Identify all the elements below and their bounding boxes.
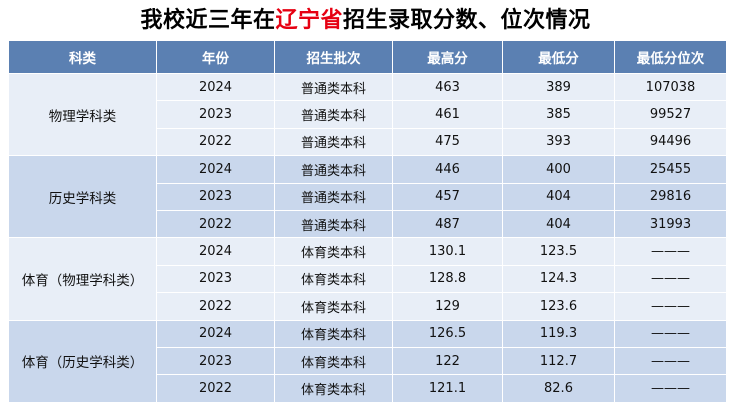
year-cell: 2022 bbox=[156, 374, 275, 403]
title-prefix: 我校近三年在 bbox=[140, 8, 276, 33]
table-row: 2022 普通类本科 475 393 94496 bbox=[9, 127, 727, 157]
min-score-cell: 400 bbox=[502, 155, 615, 184]
batch-cell: 体育类本科 bbox=[274, 346, 393, 376]
min-rank-cell: 107038 bbox=[614, 72, 727, 102]
header-min-rank: 最低分位次 bbox=[614, 40, 727, 74]
header-category: 科类 bbox=[8, 40, 157, 74]
min-rank-cell: ——— bbox=[614, 374, 727, 403]
min-score-cell: 82.6 bbox=[502, 374, 615, 403]
max-score-cell: 475 bbox=[392, 127, 503, 157]
min-rank-cell: ——— bbox=[614, 346, 727, 376]
table-row: 2023 体育类本科 128.8 124.3 ——— bbox=[9, 264, 727, 294]
max-score-cell: 130.1 bbox=[392, 237, 503, 266]
year-cell: 2024 bbox=[156, 155, 275, 184]
min-rank-cell: 99527 bbox=[614, 100, 727, 129]
min-rank-cell: 31993 bbox=[614, 209, 727, 239]
header-max-score: 最高分 bbox=[392, 40, 503, 74]
min-rank-cell: ——— bbox=[614, 237, 727, 266]
min-rank-cell: 25455 bbox=[614, 155, 727, 184]
min-score-cell: 123.6 bbox=[502, 292, 615, 321]
header-row: 科类 年份 招生批次 最高分 最低分 最低分位次 bbox=[8, 40, 727, 74]
min-score-cell: 112.7 bbox=[502, 346, 615, 376]
batch-cell: 体育类本科 bbox=[274, 264, 393, 294]
max-score-cell: 487 bbox=[392, 209, 503, 239]
batch-cell: 普通类本科 bbox=[274, 127, 393, 157]
table-row: 物理学科类 2024 普通类本科 463 389 107038 bbox=[8, 72, 727, 157]
min-score-cell: 404 bbox=[502, 182, 615, 211]
batch-cell: 普通类本科 bbox=[274, 155, 393, 184]
batch-cell: 体育类本科 bbox=[274, 319, 393, 348]
max-score-cell: 457 bbox=[392, 182, 503, 211]
year-cell: 2023 bbox=[156, 264, 275, 294]
max-score-cell: 126.5 bbox=[392, 319, 503, 348]
table-row: 2022 普通类本科 487 404 31993 bbox=[9, 209, 727, 239]
min-rank-cell: 29816 bbox=[614, 182, 727, 211]
header-year: 年份 bbox=[156, 40, 275, 74]
table-row: 2022 体育类本科 121.1 82.6 ——— bbox=[9, 374, 727, 403]
page-title: 我校近三年在 辽宁省 招生录取分数、位次情况 bbox=[0, 0, 731, 36]
max-score-cell: 129 bbox=[392, 292, 503, 321]
batch-cell: 普通类本科 bbox=[274, 100, 393, 129]
header-min-score: 最低分 bbox=[502, 40, 615, 74]
max-score-cell: 128.8 bbox=[392, 264, 503, 294]
batch-cell: 普通类本科 bbox=[274, 182, 393, 211]
year-cell: 2023 bbox=[156, 346, 275, 376]
table-row: 2023 普通类本科 457 404 29816 bbox=[9, 182, 727, 211]
admission-table: 科类 年份 招生批次 最高分 最低分 最低分位次 物理学科类 2024 普通类本… bbox=[8, 40, 727, 403]
header-batch: 招生批次 bbox=[274, 40, 393, 74]
min-score-cell: 123.5 bbox=[502, 237, 615, 266]
year-cell: 2022 bbox=[156, 292, 275, 321]
min-score-cell: 389 bbox=[502, 72, 615, 102]
year-cell: 2022 bbox=[156, 127, 275, 157]
min-rank-cell: 94496 bbox=[614, 127, 727, 157]
category-cell: 历史学科类 bbox=[8, 155, 157, 239]
min-score-cell: 393 bbox=[502, 127, 615, 157]
max-score-cell: 461 bbox=[392, 100, 503, 129]
max-score-cell: 122 bbox=[392, 346, 503, 376]
table-row: 2022 体育类本科 129 123.6 ——— bbox=[9, 292, 727, 321]
min-score-cell: 385 bbox=[502, 100, 615, 129]
min-score-cell: 404 bbox=[502, 209, 615, 239]
max-score-cell: 121.1 bbox=[392, 374, 503, 403]
category-cell: 物理学科类 bbox=[8, 72, 157, 157]
year-cell: 2024 bbox=[156, 72, 275, 102]
year-cell: 2022 bbox=[156, 209, 275, 239]
table-row: 体育（历史学科类） 2024 体育类本科 126.5 119.3 ——— bbox=[8, 319, 727, 403]
year-cell: 2023 bbox=[156, 100, 275, 129]
year-cell: 2023 bbox=[156, 182, 275, 211]
category-cell: 体育（历史学科类） bbox=[8, 319, 157, 403]
min-rank-cell: ——— bbox=[614, 319, 727, 348]
batch-cell: 体育类本科 bbox=[274, 374, 393, 403]
min-rank-cell: ——— bbox=[614, 264, 727, 294]
table-row: 2023 体育类本科 122 112.7 ——— bbox=[9, 346, 727, 376]
table-row: 历史学科类 2024 普通类本科 446 400 25455 bbox=[8, 155, 727, 239]
table-row: 体育（物理学科类） 2024 体育类本科 130.1 123.5 ——— bbox=[8, 237, 727, 321]
min-score-cell: 124.3 bbox=[502, 264, 615, 294]
batch-cell: 普通类本科 bbox=[274, 72, 393, 102]
max-score-cell: 463 bbox=[392, 72, 503, 102]
year-cell: 2024 bbox=[156, 319, 275, 348]
title-highlight: 辽宁省 bbox=[275, 8, 343, 33]
year-cell: 2024 bbox=[156, 237, 275, 266]
max-score-cell: 446 bbox=[392, 155, 503, 184]
table-row: 2023 普通类本科 461 385 99527 bbox=[9, 100, 727, 129]
min-score-cell: 119.3 bbox=[502, 319, 615, 348]
batch-cell: 体育类本科 bbox=[274, 292, 393, 321]
min-rank-cell: ——— bbox=[614, 292, 727, 321]
title-suffix: 招生录取分数、位次情况 bbox=[343, 8, 591, 33]
category-cell: 体育（物理学科类） bbox=[8, 237, 157, 321]
batch-cell: 普通类本科 bbox=[274, 209, 393, 239]
batch-cell: 体育类本科 bbox=[274, 237, 393, 266]
